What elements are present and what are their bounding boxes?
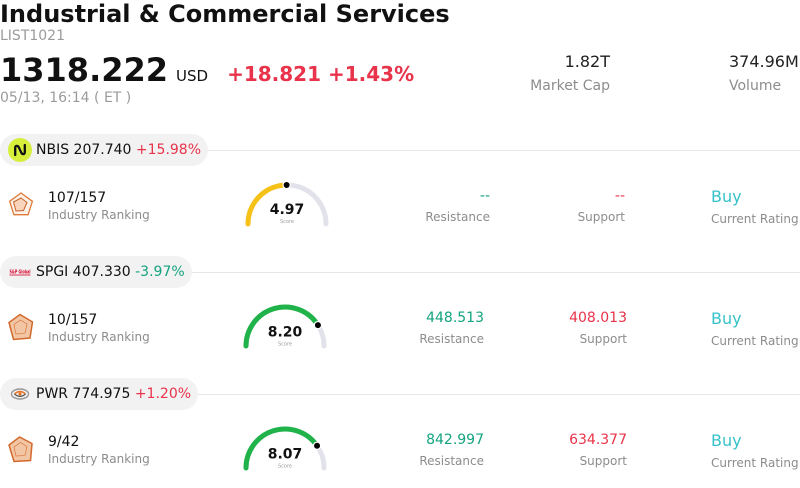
rating-label: Current Rating (711, 456, 799, 470)
rating-label: Current Rating (711, 334, 799, 348)
index-price: 1318.222 (0, 51, 169, 89)
score-gauge: 4.97 Score (245, 180, 329, 227)
score-value: 8.07 (268, 447, 303, 463)
stock-section: S&P Global SPGI 407.330 -3.97% 10/157 In… (0, 256, 800, 378)
resistance-value: 842.997 (426, 432, 484, 448)
score-value: 8.20 (268, 325, 303, 341)
divider-line (191, 271, 800, 273)
industry-rank-value: 10/157 (48, 312, 98, 328)
support-column: -- Support (578, 187, 625, 224)
volume-label: Volume (729, 78, 782, 94)
spgi-logo-icon: S&P Global (9, 270, 31, 276)
support-value: 408.013 (569, 310, 627, 326)
support-value: -- (614, 188, 625, 204)
stock-price: 407.330 (72, 264, 131, 280)
support-column: 634.377 Support (569, 431, 627, 468)
industry-rank-value: 107/157 (48, 190, 107, 206)
stock-ticker: PWR (36, 386, 69, 402)
spgi-logo-text: S&P Global (10, 270, 31, 276)
rating-column: Buy Current Rating (711, 431, 799, 470)
price-row: 1318.222 USD +18.821 +1.43% (0, 50, 414, 90)
rating-column: Buy Current Rating (711, 309, 799, 348)
divider-line (208, 149, 800, 151)
stock-change-percent: -3.97% (135, 264, 185, 280)
support-column: 408.013 Support (569, 309, 627, 346)
resistance-label: Resistance (419, 454, 484, 468)
resistance-column: 842.997 Resistance (419, 431, 484, 468)
score-label: Score (278, 342, 292, 348)
list-code: LIST1021 (0, 28, 65, 44)
score-value: 4.97 (270, 202, 305, 218)
score-gauge: 8.07 Score (243, 426, 327, 471)
support-value: 634.377 (569, 432, 627, 448)
industry-rank-label: Industry Ranking (48, 208, 150, 222)
gauge-value-arc (243, 426, 320, 471)
resistance-value: -- (479, 188, 490, 204)
stock-quote: PWR 774.975 +1.20% (36, 385, 191, 403)
score-label: Score (280, 219, 294, 225)
price-change: +18.821 +1.43% (227, 62, 414, 86)
score-label: Score (278, 464, 292, 470)
support-label: Support (579, 332, 627, 346)
volume-stat: 374.96M Volume (729, 52, 799, 95)
support-label: Support (577, 210, 625, 224)
stock-quote: SPGI 407.330 -3.97% (36, 263, 185, 281)
resistance-value: 448.513 (426, 310, 484, 326)
industry-rank-label: Industry Ranking (48, 330, 150, 344)
resistance-label: Resistance (419, 332, 484, 346)
nbis-logo-icon (8, 138, 32, 162)
stock-header-row: S&P Global SPGI 407.330 -3.97% (0, 256, 800, 288)
stock-change-percent: +1.20% (134, 386, 192, 402)
gauge-pointer-dot (282, 180, 291, 190)
industry-rank-value: 9/42 (48, 434, 80, 450)
radar-chart-icon (8, 192, 34, 216)
radar-chart-icon (8, 436, 33, 463)
gauge-pointer-dot (313, 320, 323, 330)
stock-ticker: SPGI (36, 264, 69, 280)
market-cap-value: 1.82T (564, 52, 610, 71)
market-cap-stat: 1.82T Market Cap (530, 52, 610, 95)
gauge-pointer-dot (312, 441, 322, 450)
rating-value: Buy (711, 187, 742, 206)
pwr-logo-icon (10, 388, 30, 400)
stock-section: NBIS 207.740 +15.98% 107/157 Industry Ra… (0, 134, 800, 256)
market-cap-label: Market Cap (530, 78, 610, 94)
stock-section: PWR 774.975 +1.20% 9/42 Industry Ranking… (0, 378, 800, 488)
gauge-value-arc (245, 182, 290, 227)
rating-column: Buy Current Rating (711, 187, 799, 226)
stock-quote: NBIS 207.740 +15.98% (36, 141, 201, 159)
resistance-column: -- Resistance (425, 187, 490, 224)
resistance-column: 448.513 Resistance (419, 309, 484, 346)
stock-price: 774.975 (72, 386, 131, 402)
stock-pill[interactable]: PWR 774.975 +1.20% (0, 378, 199, 410)
stock-price: 207.740 (73, 142, 132, 158)
price-change-percent: +1.43% (327, 62, 415, 86)
price-change-value: +18.821 (227, 62, 322, 86)
stock-change-percent: +15.98% (135, 142, 202, 158)
page-title: Industrial & Commercial Services (0, 0, 450, 28)
rating-value: Buy (711, 431, 742, 450)
support-label: Support (579, 454, 627, 468)
score-gauge: 8.20 Score (243, 304, 327, 349)
volume-value: 374.96M (729, 52, 799, 71)
stock-header-row: NBIS 207.740 +15.98% (0, 134, 800, 166)
rating-value: Buy (711, 309, 742, 328)
stock-ticker: NBIS (36, 142, 70, 158)
stock-pill[interactable]: S&P Global SPGI 407.330 -3.97% (0, 256, 192, 288)
stock-pill[interactable]: NBIS 207.740 +15.98% (0, 134, 209, 166)
divider-line (198, 393, 800, 395)
radar-chart-icon (8, 313, 34, 341)
quote-timestamp: 05/13, 16:14 ( ET ) (0, 90, 132, 106)
gauge-value-arc (243, 304, 321, 349)
rating-label: Current Rating (711, 212, 799, 226)
industry-rank-label: Industry Ranking (48, 452, 150, 466)
stock-header-row: PWR 774.975 +1.20% (0, 378, 800, 410)
currency-label: USD (176, 67, 209, 85)
resistance-label: Resistance (425, 210, 490, 224)
